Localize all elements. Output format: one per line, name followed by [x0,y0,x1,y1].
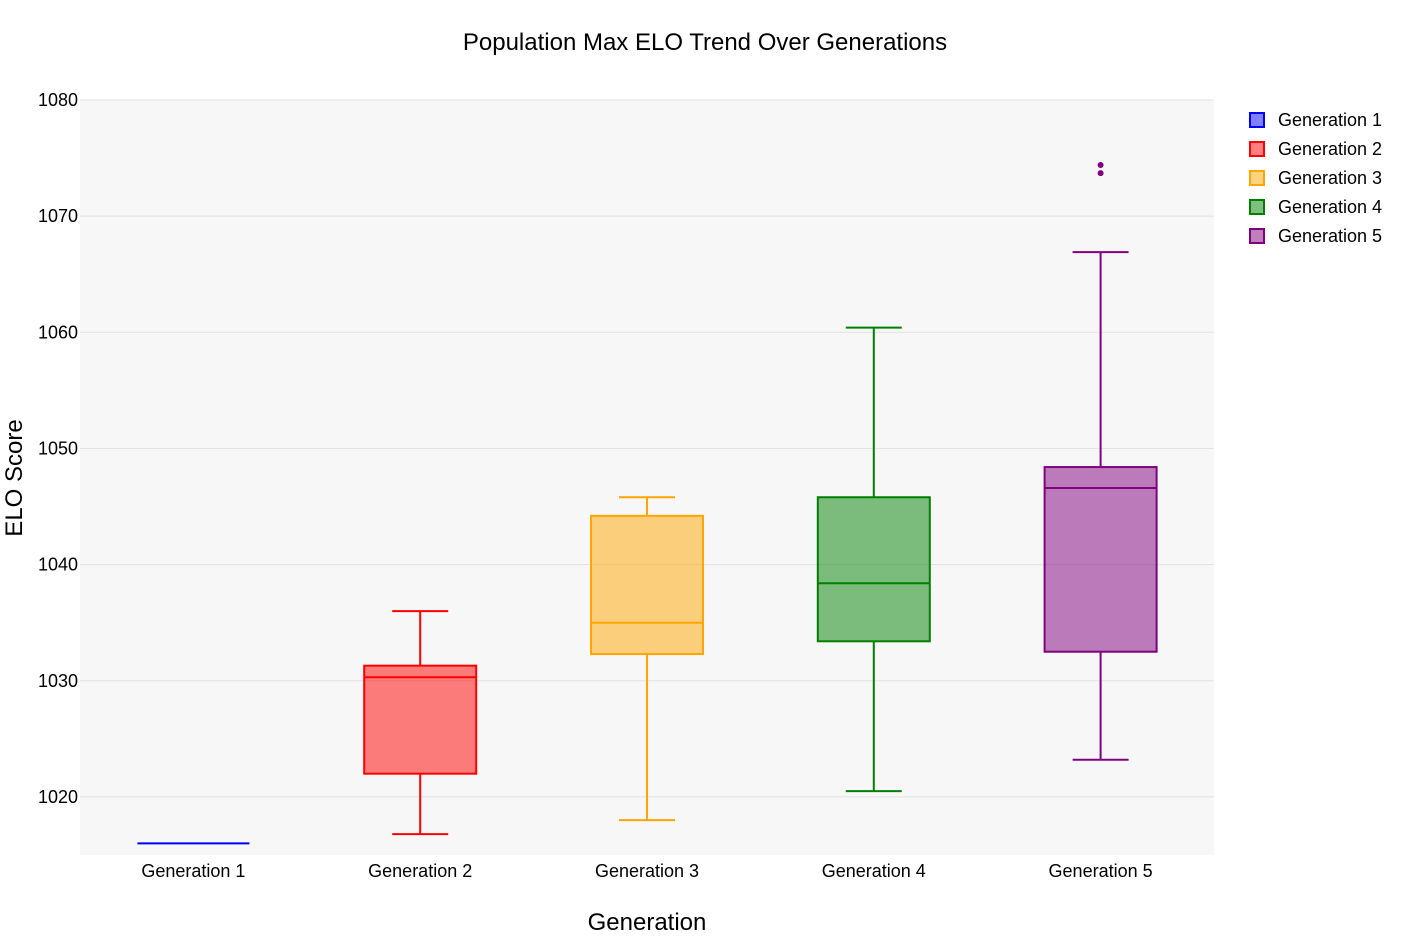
box-iqr [1043,466,1158,653]
legend-item: Generation 1 [1249,110,1382,130]
legend-swatch [1249,170,1265,186]
x-tick-label: Generation 1 [141,861,245,881]
legend-label: Generation 2 [1278,139,1382,159]
y-tick-label: 1070 [38,206,78,226]
y-tick-label: 1050 [38,438,78,458]
legend-label: Generation 4 [1278,197,1382,217]
legend-swatch [1249,112,1265,128]
box-group [1043,162,1158,761]
legend-item: Generation 3 [1249,168,1382,188]
outlier-point [1097,170,1104,177]
x-axis-title: Generation [588,909,707,936]
x-axis-ticks: Generation 1 Generation 2 Generation 3 Gene… [141,861,1152,881]
chart-title: Population Max ELO Trend Over Generation… [463,29,947,56]
legend-label: Generation 3 [1278,168,1382,188]
box-series [137,162,1158,845]
x-tick-label: Generation 4 [822,861,926,881]
y-axis-title: ELO Score [1,419,28,536]
box-iqr [816,496,931,643]
legend-label: Generation 5 [1278,226,1382,246]
box-iqr [363,664,478,775]
y-tick-label: 1060 [38,322,78,342]
box-group [816,326,931,793]
legend-swatch [1249,141,1265,157]
x-tick-label: Generation 5 [1049,861,1153,881]
legend-swatch [1249,199,1265,215]
legend-label: Generation 1 [1278,110,1382,130]
legend-item: Generation 4 [1249,197,1382,217]
box-iqr [590,514,704,656]
y-tick-label: 1080 [38,90,78,110]
y-tick-label: 1030 [38,671,78,691]
y-tick-label: 1020 [38,787,78,807]
legend-item: Generation 2 [1249,139,1382,159]
y-axis-ticks: 1020 1030 1040 1050 1060 1070 1080 [38,90,78,807]
x-tick-label: Generation 3 [595,861,699,881]
legend-swatch [1249,228,1265,244]
legend: Generation 1 Generation 2 Generation 3 Gene… [1249,110,1382,246]
y-tick-label: 1040 [38,555,78,575]
x-tick-label: Generation 2 [368,861,472,881]
box-group [590,496,704,822]
legend-item: Generation 5 [1249,226,1382,246]
outlier-point [1097,162,1104,169]
box-group [363,610,478,836]
